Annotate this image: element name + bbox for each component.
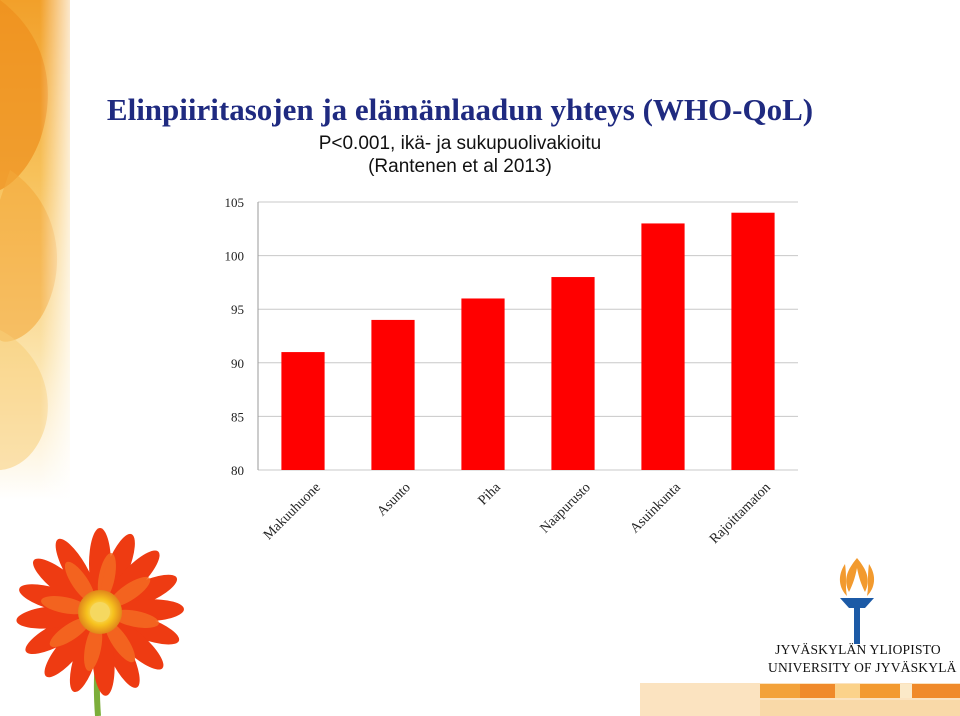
y-tick-label: 100 [225,249,245,264]
bar-piha [461,298,505,470]
y-tick-label: 95 [231,302,244,317]
bar-makuuhuone [281,352,325,470]
slide-subtitle-stats: P<0.001, ikä- ja sukupuolivakioitu [318,133,602,154]
color-stripe-decoration [640,683,960,716]
y-tick-label: 90 [231,356,244,371]
y-tick-label: 85 [231,409,244,424]
flower-decoration [16,528,184,716]
torch-icon [839,558,875,644]
bar-naapurusto [551,277,595,470]
bar-chart: 80 85 90 95 100 105 Makuuhuone Asunto Piha Naapu… [225,195,798,547]
y-tick-label: 105 [225,195,245,210]
x-tick-label: Rajoittamaton [707,480,774,547]
petal-decoration [0,0,80,500]
x-tick-label: Naapurusto [538,480,594,536]
y-tick-label: 80 [231,463,244,478]
slide-subtitle-citation: (Rantenen et al 2013) [368,156,552,177]
x-tick-label: Asuinkunta [628,480,685,537]
bar-asuinkunta [641,223,685,470]
slide-title: Elinpiiritasojen ja elämänlaadun yhteys … [106,92,814,127]
bar-asunto [371,319,415,470]
x-tick-label: Makuuhuone [261,480,324,543]
bar-rajoittamaton [731,212,775,470]
x-tick-label: Piha [476,480,505,509]
university-name-finnish: JYVÄSKYLÄN YLIOPISTO [775,642,941,657]
university-name-english: UNIVERSITY OF JYVÄSKYLÄ [768,660,957,675]
x-tick-label: Asunto [375,480,414,519]
